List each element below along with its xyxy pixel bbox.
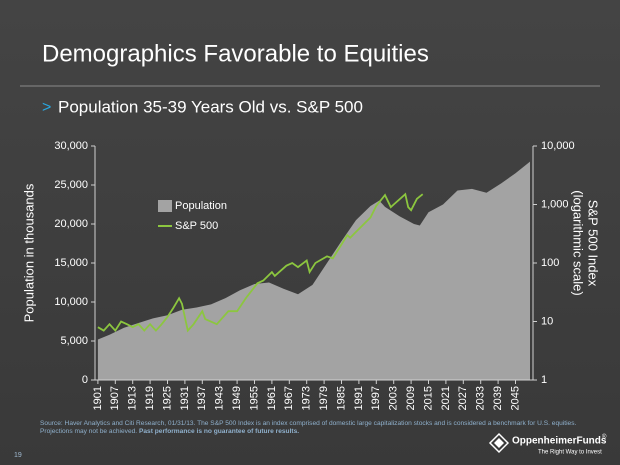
x-tick-label: 1979 (318, 386, 330, 410)
x-tick-label: 2009 (405, 386, 417, 410)
x-tick-label: 1955 (248, 386, 260, 410)
page-number: 19 (14, 452, 22, 459)
x-tick-label: 2033 (475, 386, 487, 410)
legend-label: Population (175, 200, 227, 212)
y2-tick-label: 10 (541, 315, 553, 327)
legend-label: S&P 500 (175, 220, 218, 232)
bullet: > (42, 99, 51, 116)
logo-icon-inner (494, 438, 504, 448)
sp500-line (97, 192, 424, 333)
logo-name: OppenheimerFunds (512, 436, 607, 447)
y-tick-label: 30,000 (54, 140, 88, 152)
logo: OppenheimerFunds ® The Right Way to Inve… (488, 432, 607, 456)
subtitle: Population 35-39 Years Old vs. S&P 500 (58, 97, 363, 116)
x-tick-label: 1931 (179, 386, 191, 410)
logo-mark: ® (602, 434, 607, 441)
x-tick-label: 1907 (109, 386, 121, 410)
y-tick-label: 0 (82, 374, 88, 386)
source-box: Source: Haver Analytics and Citi Researc… (40, 420, 600, 436)
y-tick-label: 20,000 (54, 218, 88, 230)
x-tick-label: 1961 (266, 386, 278, 410)
logo-tagline: The Right Way to Invest (538, 450, 602, 456)
x-tick-label: 1997 (370, 386, 382, 410)
disclaimer: Past performance is no guarantee of futu… (138, 428, 300, 435)
x-tick-label: 1991 (353, 386, 365, 410)
y2-tick-label: 100 (541, 257, 559, 269)
x-tick-label: 1985 (335, 386, 347, 410)
x-tick-label: 1943 (214, 386, 226, 410)
population-area (97, 161, 531, 380)
x-tick-label: 2003 (388, 386, 400, 410)
x-tick-label: 1925 (161, 386, 173, 410)
x-tick-label: 1913 (127, 386, 139, 410)
x-tick-label: 1937 (196, 386, 208, 410)
logo-icon (488, 432, 510, 454)
y-tick-label: 5,000 (60, 335, 88, 347)
x-tick-label: 2045 (509, 386, 521, 410)
x-tick-label: 1901 (92, 386, 104, 410)
y2-tick-label: 1 (541, 374, 547, 386)
x-tick-label: 1967 (283, 386, 295, 410)
legend-swatch (158, 200, 172, 212)
source: Source: Haver Analytics and Citi Researc… (40, 420, 577, 435)
x-tick-label: 1973 (301, 386, 313, 410)
chart: 0 5,000 10,000 15,000 20,000 25,000 30,000 1 10 1… (21, 140, 600, 411)
x-tick-label: 2015 (422, 386, 434, 410)
x-tick-label: 2039 (492, 386, 504, 410)
y-tick-label: 15,000 (54, 257, 88, 269)
y-tick-label: 10,000 (54, 296, 88, 308)
x-tick-label: 1919 (144, 386, 156, 410)
y-axis-title: Population in thousands (21, 183, 36, 322)
y2-tick-label: 10,000 (541, 140, 575, 152)
source-text: Source: Haver Analytics and Citi Researc… (40, 420, 600, 436)
x-tick-label: 1949 (231, 386, 243, 410)
y2-axis-title: (logarithmic scale) (571, 190, 586, 295)
slide-title: Demographics Favorable to Equities (42, 40, 429, 67)
x-tick-label: 2021 (440, 386, 452, 410)
y2-tick-label: 1,000 (541, 198, 569, 210)
x-tick-label: 2027 (457, 386, 469, 410)
y2-axis-title: S&P 500 Index (586, 200, 601, 287)
y-tick-label: 25,000 (54, 179, 88, 191)
